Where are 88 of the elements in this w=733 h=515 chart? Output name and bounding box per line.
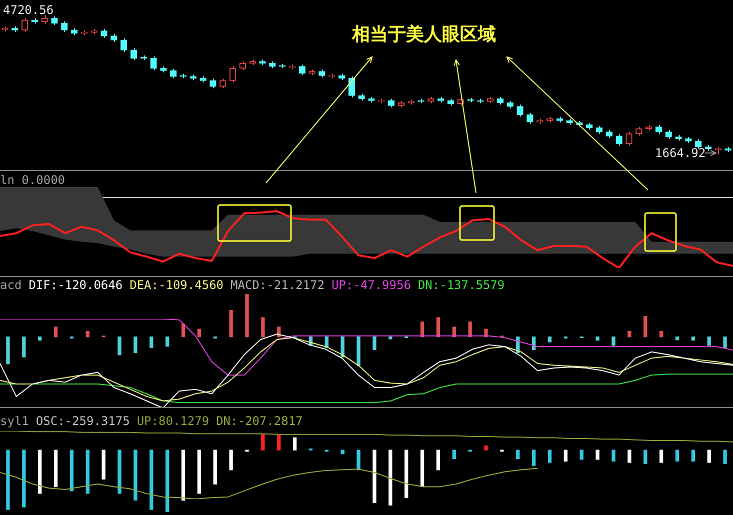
bar (102, 450, 106, 480)
bar (229, 450, 233, 470)
bar (723, 450, 727, 464)
bar (213, 450, 217, 484)
bar (245, 294, 249, 338)
bar (580, 450, 584, 460)
bar (612, 450, 616, 462)
bar (548, 450, 552, 463)
bar (118, 450, 122, 494)
bar (628, 450, 632, 463)
bar (134, 336, 138, 354)
bar (548, 336, 552, 342)
series-label: MACD:-21.2172 (230, 278, 324, 292)
candlestick (220, 78, 226, 89)
bar (691, 336, 695, 341)
bar (134, 450, 138, 501)
bar (596, 336, 600, 341)
text: UP:-47.9956 (331, 278, 411, 292)
chart-title: ln 0.0000 (0, 173, 66, 187)
text: DIF:-120.0646 (28, 278, 123, 292)
bar (532, 450, 536, 466)
bar (150, 336, 154, 348)
bar (516, 450, 520, 460)
bar (452, 450, 456, 460)
annotation: 相当于美人眼区域 (352, 23, 496, 46)
bar (372, 336, 376, 350)
bar (356, 336, 360, 366)
bar (675, 336, 680, 340)
bar (197, 450, 202, 494)
bar (38, 336, 42, 341)
bar (54, 450, 58, 487)
bar (707, 450, 711, 463)
bar (6, 336, 10, 364)
bar (165, 450, 170, 512)
bar (436, 450, 440, 470)
bar (436, 317, 440, 338)
bar (388, 336, 392, 340)
chart-title: acd (0, 278, 22, 292)
bar (38, 450, 42, 494)
bar (723, 336, 727, 348)
series-label: UP:80.1279 (136, 414, 210, 428)
bar (468, 322, 472, 338)
bar (118, 336, 122, 356)
bar (484, 445, 488, 450)
bar (372, 450, 376, 504)
bar (388, 450, 392, 506)
bar (644, 316, 648, 338)
bar (340, 336, 344, 358)
bar (707, 336, 711, 346)
bar (261, 434, 265, 450)
candlestick (21, 18, 28, 32)
bar (644, 450, 648, 464)
bar (628, 330, 632, 338)
annotation: 1664.92 (655, 146, 706, 160)
text: DEA:-109.4560 (130, 278, 224, 292)
bar (659, 450, 664, 463)
bar (420, 450, 424, 487)
bar (86, 330, 90, 338)
chart-title: syl1 (0, 414, 29, 428)
bar (675, 450, 680, 462)
bar (261, 317, 265, 338)
bar (22, 450, 26, 508)
bar (659, 330, 664, 338)
bar (277, 434, 281, 450)
bar (150, 450, 154, 510)
bar (165, 336, 170, 347)
bar (292, 437, 297, 450)
bar (404, 450, 408, 498)
bar (70, 450, 74, 492)
bar (54, 326, 58, 338)
text: DN:-137.5579 (418, 278, 505, 292)
bar (6, 450, 10, 510)
bar (197, 328, 202, 338)
bar (229, 310, 233, 338)
candlestick (229, 66, 236, 83)
candlestick (626, 131, 632, 146)
bar (596, 450, 600, 460)
bar (86, 450, 90, 494)
candlestick (210, 78, 216, 89)
bar (181, 450, 186, 501)
bar (356, 450, 360, 470)
bar (22, 336, 26, 358)
bar (691, 450, 695, 462)
text: DN:-207.2817 (216, 414, 303, 428)
series-label: OSC:-259.3175 (36, 414, 130, 428)
annotation: 4720.56 (3, 3, 54, 17)
bar (612, 336, 616, 346)
bar (564, 450, 568, 462)
